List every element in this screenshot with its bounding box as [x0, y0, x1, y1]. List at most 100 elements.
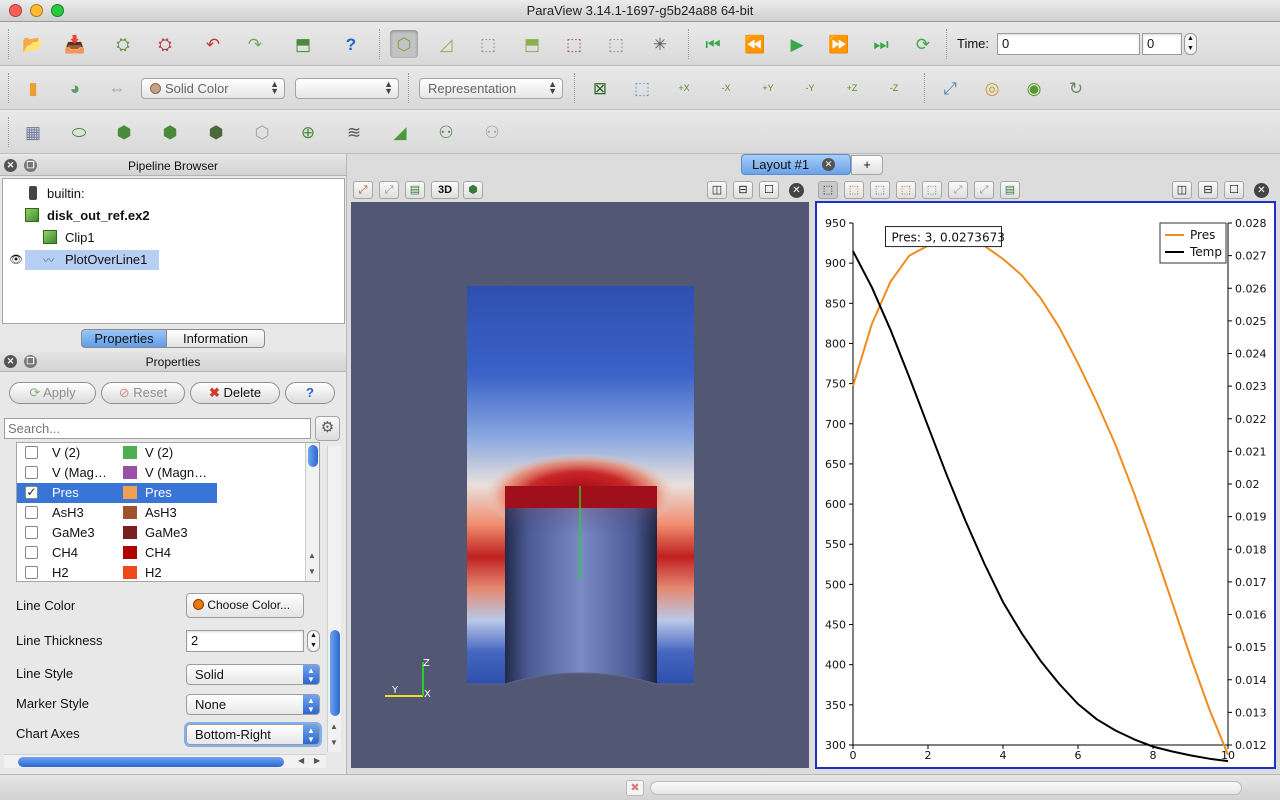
chart-add-selection-icon[interactable]: ⬚ — [870, 181, 890, 199]
series-checkbox[interactable] — [25, 566, 38, 579]
extract-subset-icon[interactable]: ⬡ — [254, 122, 270, 142]
close-view-icon[interactable]: ✕ — [789, 183, 804, 198]
last-frame-icon[interactable]: ⏭ — [873, 34, 889, 54]
timestep-input[interactable]: 0 — [1142, 33, 1182, 55]
close-window-button[interactable] — [9, 4, 22, 17]
group-datasets-icon[interactable]: ⚇ — [438, 122, 454, 142]
select-frustum-icon[interactable]: ⬒ — [523, 34, 541, 54]
tree-item-builtin[interactable]: builtin: — [29, 184, 85, 204]
series-checkbox[interactable] — [25, 446, 38, 459]
undo-icon[interactable]: ↶ — [205, 34, 221, 54]
calculator-icon[interactable]: ▦ — [24, 122, 42, 142]
add-layout-tab-button[interactable]: + — [851, 155, 883, 175]
choose-color-button[interactable]: Choose Color... — [186, 593, 304, 618]
color-by-select[interactable]: Solid Color ▲ ▼ — [141, 78, 285, 99]
select-polygon-icon[interactable]: ⬚ — [607, 34, 625, 54]
scroll-up-icon[interactable]: ▲ — [308, 551, 316, 560]
clip-filter-icon[interactable]: ⬢ — [116, 122, 132, 142]
chart-subtract-selection-icon[interactable]: ⬚ — [896, 181, 916, 199]
tree-item-plotoverline1[interactable]: 〰 PlotOverLine1 — [43, 250, 147, 270]
split-vertical-icon[interactable]: ⊟ — [1198, 181, 1218, 199]
float-panel-icon[interactable]: ❐ — [24, 159, 37, 172]
threshold-icon[interactable]: ⬢ — [208, 122, 224, 142]
camera-plus-y-icon[interactable]: +Y — [762, 82, 774, 93]
slice-filter-icon[interactable]: ⬢ — [162, 122, 178, 142]
chart-screenshot-icon[interactable]: ⤢ — [948, 181, 968, 199]
abort-icon[interactable]: ✖ — [626, 780, 644, 796]
maximize-view-icon[interactable]: ☐ — [1224, 181, 1244, 199]
scrollbar-thumb[interactable] — [330, 630, 340, 716]
maximize-view-icon[interactable]: ☐ — [759, 181, 779, 199]
select-points-icon[interactable]: ⬚ — [479, 34, 497, 54]
stream-tracer-icon[interactable]: ≋ — [346, 122, 362, 142]
rotation-center-icon[interactable]: ↻ — [1068, 78, 1084, 98]
show-center-icon[interactable]: ⤢ — [943, 78, 957, 98]
tree-item-disk-out-ref[interactable]: disk_out_ref.ex2 — [25, 206, 150, 226]
camera-minus-z-icon[interactable]: -Z — [889, 82, 899, 93]
first-frame-icon[interactable]: ⏮ — [705, 34, 721, 54]
tab-layout-1[interactable]: Layout #1 ✕ — [741, 154, 851, 175]
interact-mode-icon[interactable]: ⬡ — [390, 30, 418, 58]
series-checkbox[interactable] — [25, 466, 38, 479]
chart-axes-select[interactable]: Bottom-Right ▲ ▼ — [186, 724, 320, 745]
representation-select[interactable]: Representation ▲ ▼ — [419, 78, 563, 99]
camera-minus-x-icon[interactable]: -X — [721, 82, 731, 93]
glyph-icon[interactable]: ⊕ — [300, 122, 316, 142]
reset-button[interactable]: ⊘ Reset — [101, 382, 185, 404]
toggle-color-legend-icon[interactable]: ▮ — [28, 78, 38, 98]
scroll-down-icon[interactable]: ▼ — [308, 567, 316, 576]
tree-item-clip1[interactable]: Clip1 — [43, 228, 95, 248]
pick-center-icon[interactable]: ◉ — [1026, 78, 1042, 98]
zoom-to-data-icon[interactable]: ⬚ — [633, 78, 651, 98]
series-checkbox[interactable] — [25, 506, 38, 519]
rescale-range-icon[interactable]: ⇔ — [108, 78, 126, 98]
close-view-icon[interactable]: ✕ — [1254, 183, 1269, 198]
camera-parallel-icon[interactable]: ⬢ — [463, 181, 483, 199]
float-panel-icon[interactable]: ❐ — [24, 355, 37, 368]
clear-selection-icon[interactable]: ✳ — [652, 34, 668, 54]
line-style-select[interactable]: Solid ▲ ▼ — [186, 664, 320, 685]
line-chart-view[interactable]: 0 2 4 6 8 10 300 350 400 450 500 550 600 650 700 750 800… — [815, 201, 1276, 769]
series-list-item[interactable]: V (Mag… V (Magn… — [17, 463, 217, 483]
extract-level-icon[interactable]: ⚇ — [484, 122, 500, 142]
chart-spreadsheet-icon[interactable]: ▤ — [1000, 181, 1020, 199]
chart-select-points-icon[interactable]: ⬚ — [844, 181, 864, 199]
toggle-3d-button[interactable]: 3D — [431, 181, 459, 199]
minimize-window-button[interactable] — [30, 4, 43, 17]
component-select[interactable]: ▲ ▼ — [295, 78, 399, 99]
render-view[interactable]: Z Y X — [351, 202, 809, 768]
zoom-window-button[interactable] — [51, 4, 64, 17]
previous-frame-icon[interactable]: ⏪ — [744, 34, 766, 54]
connect-server-icon[interactable]: ⛭ — [116, 34, 130, 54]
timestep-spinner[interactable]: ▲ ▼ — [1184, 33, 1197, 55]
series-list-item[interactable]: ✓ Pres Pres — [17, 483, 217, 503]
split-vertical-icon[interactable]: ⊟ — [733, 181, 753, 199]
series-list-item[interactable]: CH4 CH4 — [17, 543, 217, 563]
camera-plus-x-icon[interactable]: +X — [678, 82, 690, 93]
next-frame-icon[interactable]: ⏩ — [828, 34, 850, 54]
line-thickness-spinner[interactable]: ▲ ▼ — [307, 630, 320, 652]
warp-vector-icon[interactable]: ◢ — [393, 122, 407, 142]
line-thickness-input[interactable]: 2 — [186, 630, 304, 652]
select-block-icon[interactable]: ⬚ — [565, 34, 583, 54]
split-horizontal-icon[interactable]: ◫ — [707, 181, 727, 199]
series-list-item[interactable]: H2 H2 — [17, 563, 217, 581]
scroll-down-icon[interactable]: ▼ — [330, 738, 338, 747]
chart-toggle-selection-icon[interactable]: ⬚ — [922, 181, 942, 199]
scrollbar-thumb[interactable] — [308, 445, 318, 467]
series-checkbox[interactable] — [25, 526, 38, 539]
series-list-item[interactable]: V (2) V (2) — [17, 443, 217, 463]
spreadsheet-icon[interactable]: ▤ — [405, 181, 425, 199]
marker-style-select[interactable]: None ▲ ▼ — [186, 694, 320, 715]
close-tab-icon[interactable]: ✕ — [822, 158, 835, 171]
series-checkbox[interactable]: ✓ — [25, 485, 38, 499]
eye-icon[interactable]: 👁 — [9, 254, 23, 266]
capture-screenshot-icon[interactable]: ⤢ — [353, 181, 373, 199]
close-panel-icon[interactable]: ✕ — [4, 159, 17, 172]
play-icon[interactable]: ▶ — [790, 34, 804, 54]
time-input[interactable]: 0 — [997, 33, 1140, 55]
series-list-item[interactable]: GaMe3 GaMe3 — [17, 523, 217, 543]
camera-minus-y-icon[interactable]: -Y — [805, 82, 815, 93]
open-file-icon[interactable]: 📂 — [22, 34, 44, 54]
help-button[interactable]: ? — [285, 382, 335, 404]
